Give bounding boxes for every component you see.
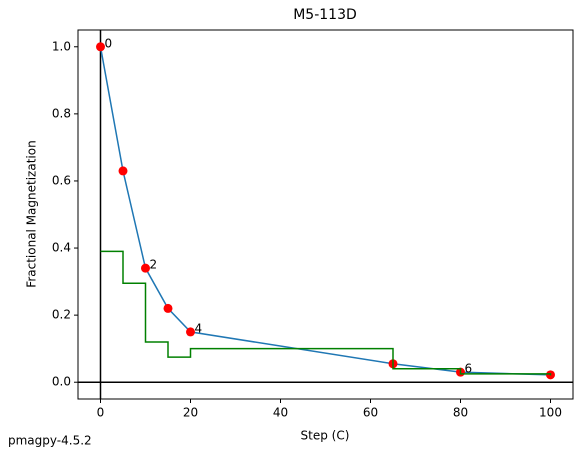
x-tick-label: 80 [453,406,468,420]
y-axis-label: Fractional Magnetization [25,140,39,287]
plot-frame [77,29,574,400]
y-tick-label: 0.4 [52,241,71,255]
x-tick-label: 100 [539,406,562,420]
y-tick-label: 0.8 [52,106,71,120]
y-tick-label: 0.6 [52,173,71,187]
data-point [163,303,173,313]
footer: pmagpy-4.5.2 [8,434,92,448]
data-point [96,42,105,52]
chart-title: M5-113D [293,7,357,23]
point-label: 6 [465,362,473,376]
y-tick-label: 0.0 [52,375,71,389]
x-tick-label: 60 [363,406,378,420]
point-label: 2 [150,258,158,272]
data-point [186,327,195,337]
x-axis-label: Step (C) [301,429,350,443]
x-tick-label: 40 [273,406,288,420]
step-line [100,250,552,376]
data-line [99,46,551,376]
data-point [141,263,150,273]
y-tick-label: 1.0 [52,39,71,53]
x-tick-label: 0 [97,406,105,420]
point-label: 4 [195,321,203,335]
x-tick-label: 20 [183,406,198,420]
data-point [118,166,128,176]
y-tick-label: 0.2 [52,308,71,322]
point-label: 0 [105,36,113,50]
